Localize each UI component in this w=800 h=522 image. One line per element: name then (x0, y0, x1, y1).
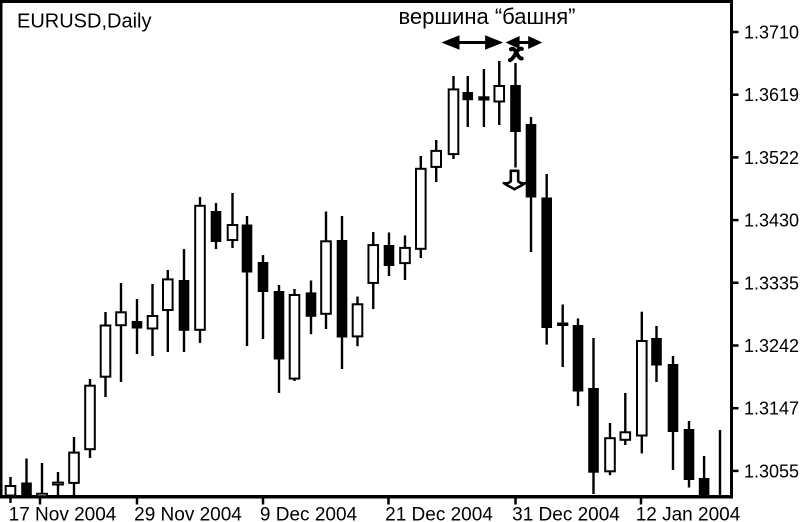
svg-text:1.3055: 1.3055 (744, 461, 799, 481)
svg-text:1.3619: 1.3619 (744, 85, 799, 105)
svg-text:21 Dec 2004: 21 Dec 2004 (385, 505, 493, 522)
svg-text:вершина “башня”: вершина “башня” (398, 4, 575, 29)
svg-text:1.3430: 1.3430 (744, 211, 799, 231)
svg-text:EURUSD,Daily: EURUSD,Daily (17, 11, 151, 33)
svg-text:1.3710: 1.3710 (744, 23, 799, 43)
svg-text:9 Dec 2004: 9 Dec 2004 (260, 505, 358, 522)
svg-text:17 Nov 2004: 17 Nov 2004 (9, 505, 117, 522)
svg-text:31 Dec 2004: 31 Dec 2004 (512, 505, 620, 522)
svg-text:29 Nov 2004: 29 Nov 2004 (134, 505, 242, 522)
svg-text:1.3147: 1.3147 (744, 399, 799, 419)
svg-text:1.3522: 1.3522 (744, 148, 799, 168)
svg-text:12 Jan 2004: 12 Jan 2004 (636, 505, 741, 522)
svg-text:1.3335: 1.3335 (744, 273, 799, 293)
svg-text:1.3242: 1.3242 (744, 336, 799, 356)
